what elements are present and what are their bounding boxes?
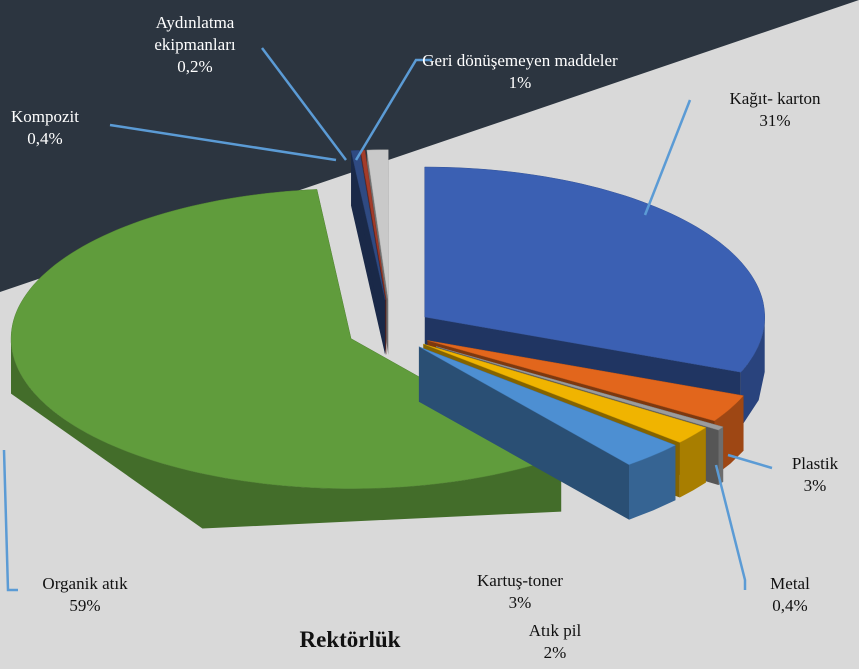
slice-side [718, 426, 724, 486]
slice-name: Atık pil [528, 621, 582, 640]
leader-line [2, 449, 18, 592]
slice [350, 150, 386, 355]
slice-value-label: 3% [508, 593, 532, 612]
leader-line [714, 464, 747, 590]
slice-top [424, 166, 765, 373]
slice-label: Aydınlatma ekipmanları 0,2% [130, 12, 260, 78]
slice-value-label: 2% [543, 643, 567, 662]
slice-name: Kompozit [11, 107, 79, 126]
slice-side [740, 317, 765, 428]
slice-name: Metal [770, 574, 810, 593]
slice-wall [418, 346, 630, 520]
chart-title: Rektörlük [299, 627, 401, 652]
slice-value-label: 0,4% [772, 596, 808, 615]
slice-label: Atık pil 2% [485, 620, 625, 664]
slice-label: Kağıt- karton 31% [675, 88, 859, 132]
leader-line [643, 99, 692, 216]
slice-name: Geri dönüşemeyen maddeler [422, 51, 618, 70]
slice-top [350, 150, 386, 300]
leader-line [261, 47, 347, 161]
leader-line [354, 58, 432, 161]
slice-top [427, 340, 744, 422]
leader-line [727, 453, 773, 470]
slice-top [435, 346, 724, 431]
slice-top [10, 189, 562, 489]
slice-name: Kartuş-toner [477, 571, 563, 590]
slice-top [366, 149, 389, 300]
slice-side [11, 338, 562, 529]
slice-top [418, 346, 677, 465]
slice-name: Plastik [791, 454, 839, 473]
slice-label: Geri dönüşemeyen maddeler 1% [420, 50, 620, 94]
slice-top [423, 343, 707, 443]
slice [10, 189, 562, 529]
slice-side [629, 445, 676, 520]
slice-name: Kağıt- karton [729, 89, 821, 108]
slice [418, 346, 677, 520]
slice-value-label: 59% [69, 596, 101, 615]
slice-label: Organik atık 59% [10, 573, 160, 617]
slice-name: Organik atık [42, 574, 128, 593]
slice-value-label: 0,2% [177, 57, 213, 76]
slice-value-label: 3% [803, 476, 827, 495]
slice-value-label: 0,4% [27, 129, 63, 148]
slice-label: Kartuş-toner 3% [440, 570, 600, 614]
slice-name: Aydınlatma ekipmanları [154, 13, 236, 54]
slice-label: Kompozit 0,4% [0, 106, 95, 150]
slice-value-label: 1% [508, 73, 532, 92]
slice-label: Metal 0,4% [730, 573, 850, 617]
slice-value-label: 31% [759, 111, 791, 130]
slice-label: Plastik 3% [755, 453, 859, 497]
leader-line [109, 123, 337, 162]
slice-side [679, 427, 706, 498]
